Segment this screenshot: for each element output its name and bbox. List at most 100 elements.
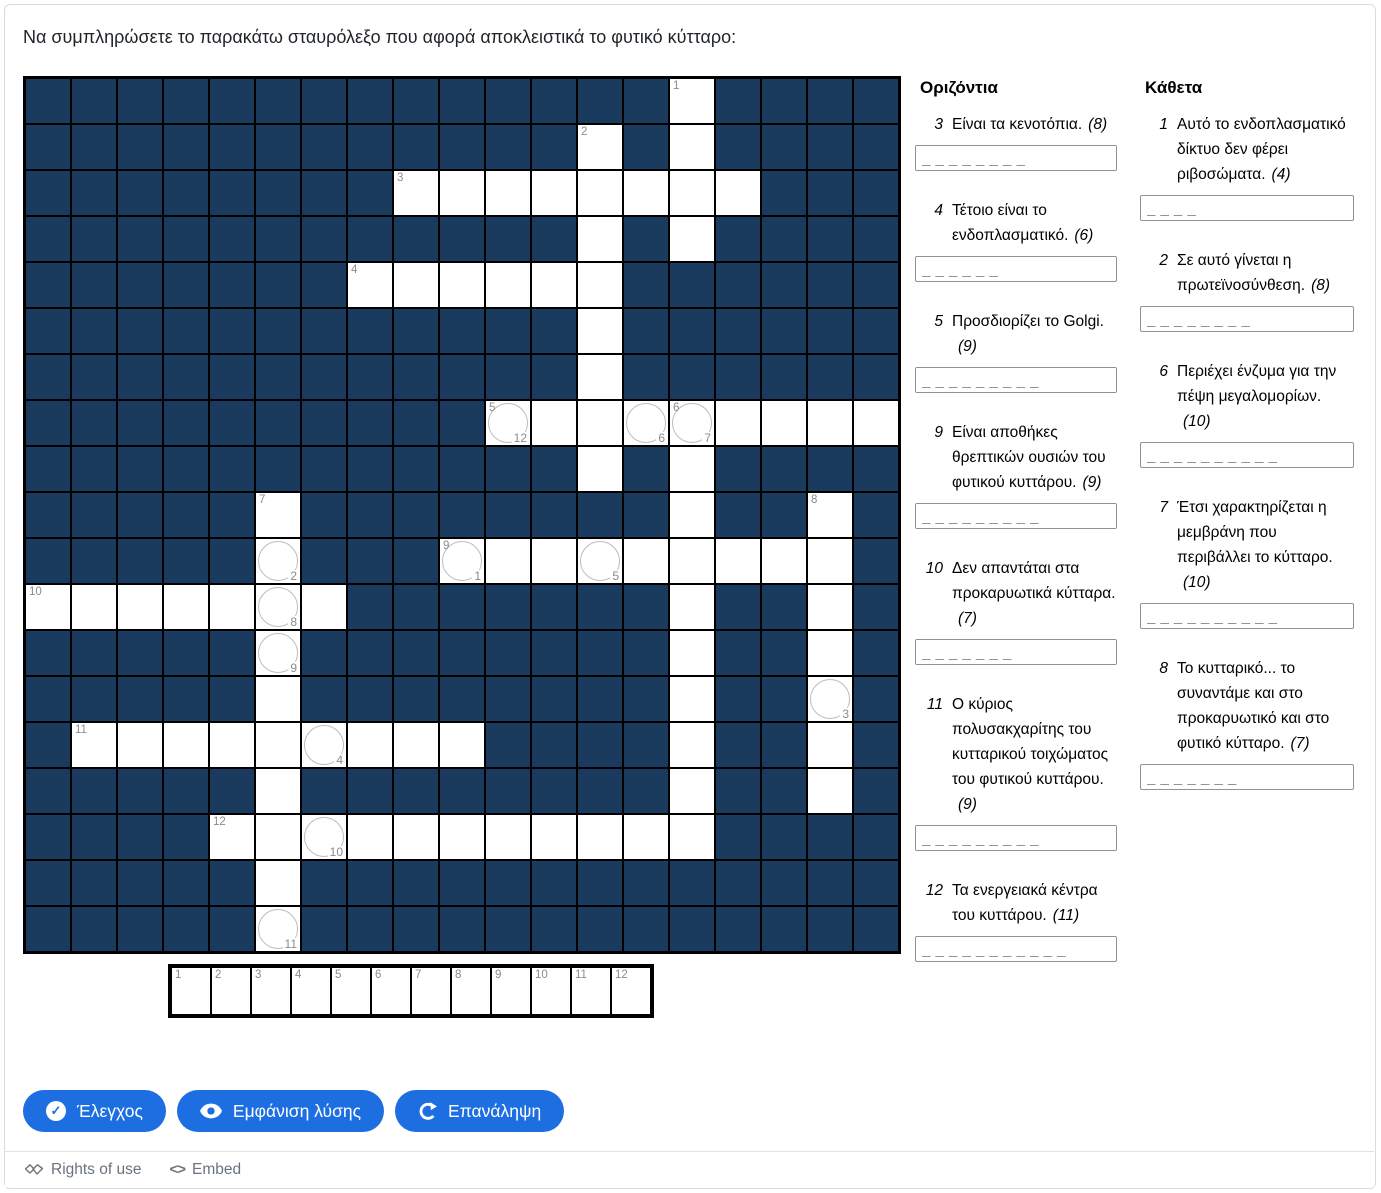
grid-cell-white[interactable] — [302, 585, 346, 629]
grid-cell-white[interactable]: 9 — [256, 631, 300, 675]
clue-answer-input[interactable] — [915, 936, 1117, 962]
answer-strip-cell[interactable]: 5 — [332, 968, 370, 1014]
rights-of-use-link[interactable]: Rights of use — [24, 1161, 141, 1179]
grid-cell-white[interactable] — [164, 723, 208, 767]
clue-answer-input[interactable] — [1140, 306, 1354, 332]
grid-cell-white[interactable] — [578, 171, 622, 215]
grid-cell-white[interactable]: 11 — [72, 723, 116, 767]
answer-strip-cell[interactable]: 7 — [412, 968, 450, 1014]
answer-strip-cell[interactable]: 9 — [492, 968, 530, 1014]
answer-strip-cell[interactable]: 2 — [212, 968, 250, 1014]
grid-cell-white[interactable]: 3 — [808, 677, 852, 721]
answer-strip-cell[interactable]: 4 — [292, 968, 330, 1014]
grid-cell-white[interactable] — [670, 217, 714, 261]
grid-cell-white[interactable] — [670, 125, 714, 169]
grid-cell-white[interactable] — [808, 769, 852, 813]
grid-cell-white[interactable] — [256, 769, 300, 813]
grid-cell-white[interactable]: 2 — [578, 125, 622, 169]
grid-cell-white[interactable] — [670, 493, 714, 537]
retry-button[interactable]: Επανάληψη — [395, 1090, 565, 1132]
grid-cell-white[interactable] — [762, 539, 806, 583]
grid-cell-white[interactable] — [486, 539, 530, 583]
grid-cell-white[interactable] — [440, 263, 484, 307]
grid-cell-white[interactable] — [486, 815, 530, 859]
grid-cell-white[interactable] — [440, 171, 484, 215]
grid-cell-white[interactable] — [670, 815, 714, 859]
grid-cell-white[interactable] — [670, 677, 714, 721]
grid-cell-white[interactable]: 1 — [670, 79, 714, 123]
grid-cell-white[interactable] — [670, 171, 714, 215]
grid-cell-white[interactable] — [624, 815, 668, 859]
grid-cell-white[interactable] — [716, 539, 760, 583]
grid-cell-white[interactable] — [486, 171, 530, 215]
grid-cell-white[interactable] — [394, 263, 438, 307]
grid-cell-white[interactable]: 10 — [302, 815, 346, 859]
grid-cell-white[interactable]: 5 — [578, 539, 622, 583]
grid-cell-white[interactable] — [532, 539, 576, 583]
grid-cell-white[interactable]: 12 — [210, 815, 254, 859]
grid-cell-white[interactable]: 8 — [256, 585, 300, 629]
answer-strip-cell[interactable]: 10 — [532, 968, 570, 1014]
grid-cell-white[interactable] — [808, 585, 852, 629]
grid-cell-white[interactable] — [440, 815, 484, 859]
clue-answer-input[interactable] — [1140, 764, 1354, 790]
grid-cell-white[interactable] — [532, 401, 576, 445]
clue-answer-input[interactable] — [915, 256, 1117, 282]
grid-cell-white[interactable] — [716, 401, 760, 445]
grid-cell-white[interactable]: 12 5 — [486, 401, 530, 445]
grid-cell-white[interactable] — [670, 769, 714, 813]
clue-answer-input[interactable] — [915, 639, 1117, 665]
grid-cell-white[interactable]: 11 — [256, 907, 300, 951]
grid-cell-white[interactable] — [808, 631, 852, 675]
answer-strip-cell[interactable]: 6 — [372, 968, 410, 1014]
grid-cell-white[interactable] — [348, 815, 392, 859]
grid-cell-white[interactable] — [808, 539, 852, 583]
grid-cell-white[interactable] — [256, 815, 300, 859]
grid-cell-white[interactable] — [854, 401, 898, 445]
grid-cell-white[interactable] — [118, 585, 162, 629]
clue-answer-input[interactable] — [1140, 603, 1354, 629]
grid-cell-white[interactable]: 8 — [808, 493, 852, 537]
grid-cell-white[interactable] — [670, 447, 714, 491]
grid-cell-white[interactable]: 3 — [394, 171, 438, 215]
answer-strip-cell[interactable]: 11 — [572, 968, 610, 1014]
grid-cell-white[interactable] — [624, 171, 668, 215]
grid-cell-white[interactable] — [164, 585, 208, 629]
grid-cell-white[interactable] — [118, 723, 162, 767]
embed-link[interactable]: <> Embed — [169, 1161, 241, 1179]
grid-cell-white[interactable] — [440, 723, 484, 767]
grid-cell-white[interactable] — [210, 723, 254, 767]
grid-cell-white[interactable] — [716, 171, 760, 215]
grid-cell-white[interactable] — [578, 355, 622, 399]
grid-cell-white[interactable] — [256, 861, 300, 905]
grid-cell-white[interactable] — [72, 585, 116, 629]
grid-cell-white[interactable] — [210, 585, 254, 629]
grid-cell-white[interactable] — [532, 171, 576, 215]
grid-cell-white[interactable] — [578, 815, 622, 859]
answer-strip-cell[interactable]: 8 — [452, 968, 490, 1014]
grid-cell-white[interactable] — [670, 723, 714, 767]
clue-answer-input[interactable] — [915, 503, 1117, 529]
answer-strip-cell[interactable]: 12 — [612, 968, 650, 1014]
grid-cell-white[interactable] — [578, 401, 622, 445]
grid-cell-white[interactable] — [808, 723, 852, 767]
grid-cell-white[interactable]: 4 — [302, 723, 346, 767]
grid-cell-white[interactable] — [808, 401, 852, 445]
clue-answer-input[interactable] — [915, 145, 1117, 171]
clue-answer-input[interactable] — [915, 825, 1117, 851]
grid-cell-white[interactable] — [578, 309, 622, 353]
grid-cell-white[interactable] — [670, 631, 714, 675]
grid-cell-white[interactable] — [256, 723, 300, 767]
grid-cell-white[interactable]: 10 — [26, 585, 70, 629]
grid-cell-white[interactable] — [348, 723, 392, 767]
grid-cell-white[interactable] — [394, 815, 438, 859]
grid-cell-white[interactable]: 4 — [348, 263, 392, 307]
grid-cell-white[interactable] — [394, 723, 438, 767]
check-button[interactable]: ✓ Έλεγχος — [23, 1090, 166, 1132]
grid-cell-white[interactable] — [532, 815, 576, 859]
show-solution-button[interactable]: Εμφάνιση λύσης — [176, 1090, 385, 1132]
grid-cell-white[interactable] — [578, 447, 622, 491]
clue-answer-input[interactable] — [915, 367, 1117, 393]
grid-cell-white[interactable]: 6 — [624, 401, 668, 445]
